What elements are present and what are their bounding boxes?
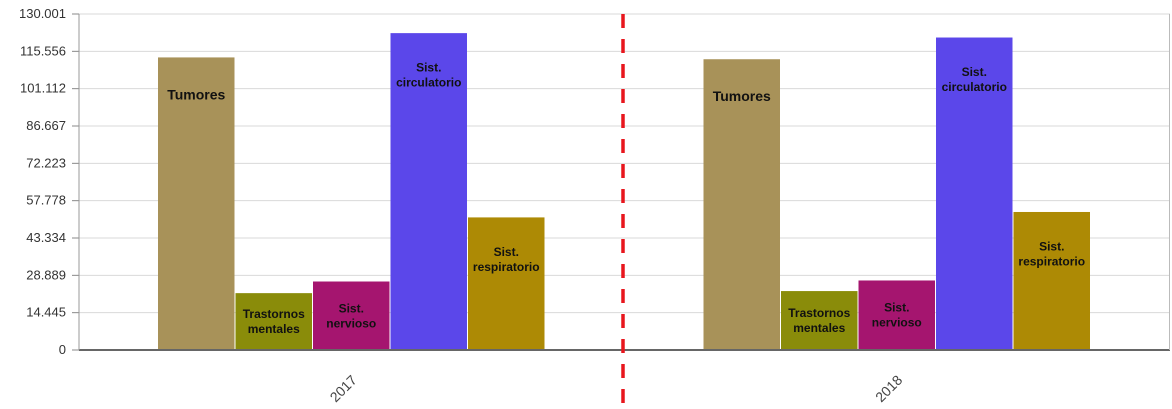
y-tick-label: 43.334	[26, 230, 66, 245]
bar[interactable]	[313, 281, 390, 350]
bar[interactable]	[390, 33, 468, 350]
x-tick-label: 2018	[872, 372, 905, 405]
x-axis-labels: 2017 2018	[327, 372, 906, 405]
y-tick-label: 57.778	[26, 193, 66, 208]
bar-label: mentales	[248, 322, 300, 336]
bar[interactable]	[158, 57, 235, 350]
bar-label: Trastornos	[243, 307, 305, 321]
bar-label: circulatorio	[396, 76, 461, 90]
bar-label: nervioso	[872, 316, 922, 330]
bar[interactable]	[235, 293, 313, 350]
bar-label: respiratorio	[473, 260, 540, 274]
y-tick-label: 101.112	[20, 81, 66, 96]
bar[interactable]	[1013, 211, 1091, 350]
bar-series: TumoresTrastornosmentalesSist.nerviosoSi…	[158, 33, 1091, 351]
y-tick-label: 130.001	[19, 6, 66, 21]
y-tick-label: 72.223	[26, 155, 66, 170]
bar-label: Sist.	[962, 65, 987, 79]
bar-label: Sist.	[1039, 239, 1064, 253]
y-tick-label: 0	[59, 342, 66, 357]
bar-label: Sist.	[339, 301, 364, 315]
bar-label: Sist.	[494, 245, 519, 259]
y-tick-label: 28.889	[26, 267, 66, 282]
bar-label: mentales	[793, 321, 845, 335]
bar[interactable]	[936, 37, 1013, 351]
bar-label: Tumores	[713, 88, 771, 104]
bar-label: nervioso	[326, 316, 376, 330]
bar[interactable]	[703, 59, 781, 351]
bar-label: Tumores	[167, 86, 225, 102]
y-tick-label: 115.556	[20, 43, 66, 58]
x-tick-label: 2017	[327, 372, 360, 405]
bar-label: Trastornos	[788, 306, 850, 320]
bar[interactable]	[858, 280, 936, 350]
bar-label: Sist.	[884, 301, 909, 315]
y-tick-label: 86.667	[26, 118, 66, 133]
bar[interactable]	[468, 217, 545, 350]
bar-label: Sist.	[416, 61, 441, 75]
y-axis-ticks: 0 14.445 28.889 43.334 57.778 72.223 86.667 101…	[19, 6, 79, 357]
y-tick-label: 14.445	[26, 305, 66, 320]
bar-label: circulatorio	[942, 80, 1007, 94]
bar[interactable]	[781, 291, 858, 350]
bar-label: respiratorio	[1018, 254, 1085, 268]
